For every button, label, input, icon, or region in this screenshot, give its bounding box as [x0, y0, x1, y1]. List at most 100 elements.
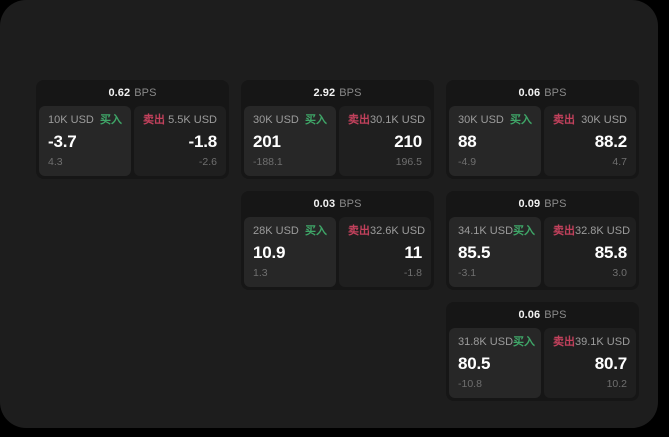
sell-side-header: 卖出 30K USD	[553, 114, 627, 127]
buy-side-header: 30K USD 买入	[458, 114, 532, 127]
quote-card[interactable]: 2.92 BPS 30K USD 买入 201 -188.1 卖出 30.1K USD 210 1…	[241, 80, 434, 179]
sell-quantity: 5.5K USD	[168, 114, 217, 126]
buy-side-header: 31.8K USD 买入	[458, 336, 536, 349]
quote-card[interactable]: 0.62 BPS 10K USD 买入 -3.7 4.3 卖出 5.5K USD -1.8 -2.…	[36, 80, 229, 179]
buy-delta: -10.8	[458, 378, 482, 390]
card-body: 10K USD 买入 -3.7 4.3 卖出 5.5K USD -1.8 -2.6	[36, 106, 229, 179]
sell-price: 80.7	[594, 353, 627, 373]
sell-price: 85.8	[594, 242, 627, 262]
card-body: 34.1K USD 买入 85.5 -3.1 卖出 32.8K USD 85.8 3.0	[446, 217, 639, 290]
sell-side-panel[interactable]: 卖出 32.8K USD 85.8 3.0	[544, 217, 636, 287]
sell-label: 卖出	[348, 225, 370, 237]
card-body: 31.8K USD 买入 80.5 -10.8 卖出 39.1K USD 80.7 10.2	[446, 328, 639, 401]
bps-value: 0.09	[518, 198, 541, 210]
card-column-1: 2.92 BPS 30K USD 买入 201 -188.1 卖出 30.1K USD 210 1…	[241, 80, 434, 302]
sell-side-header: 卖出 39.1K USD	[553, 336, 631, 349]
sell-delta: -2.6	[198, 156, 217, 168]
sell-quantity: 32.8K USD	[575, 225, 631, 237]
card-body: 30K USD 买入 201 -188.1 卖出 30.1K USD 210 196.5	[241, 106, 434, 179]
sell-side-panel[interactable]: 卖出 32.6K USD 11 -1.8	[339, 217, 431, 287]
buy-price: 88	[458, 131, 477, 151]
card-header-bps: 0.06 BPS	[446, 302, 639, 328]
sell-side-panel[interactable]: 卖出 30K USD 88.2 4.7	[544, 106, 636, 176]
app-container: 0.62 BPS 10K USD 买入 -3.7 4.3 卖出 5.5K USD -1.8 -2.…	[0, 0, 658, 428]
buy-side-panel[interactable]: 31.8K USD 买入 80.5 -10.8	[449, 328, 541, 398]
buy-side-panel[interactable]: 10K USD 买入 -3.7 4.3	[39, 106, 131, 176]
buy-price: -3.7	[48, 131, 77, 151]
buy-label: 买入	[305, 114, 327, 126]
card-header-bps: 0.03 BPS	[241, 191, 434, 217]
sell-side-panel[interactable]: 卖出 5.5K USD -1.8 -2.6	[134, 106, 226, 176]
bps-value: 0.62	[108, 87, 131, 99]
bps-unit-label: BPS	[544, 309, 567, 321]
bps-unit-label: BPS	[544, 87, 567, 99]
sell-price: 210	[394, 131, 422, 151]
buy-side-header: 34.1K USD 买入	[458, 225, 536, 238]
card-header-bps: 0.06 BPS	[446, 80, 639, 106]
sell-delta: 4.7	[612, 156, 627, 168]
buy-side-panel[interactable]: 28K USD 买入 10.9 1.3	[244, 217, 336, 287]
buy-quantity: 30K USD	[458, 114, 504, 126]
buy-delta: -3.1	[458, 267, 477, 279]
quote-card[interactable]: 0.09 BPS 34.1K USD 买入 85.5 -3.1 卖出 32.8K USD 85.…	[446, 191, 639, 290]
bps-unit-label: BPS	[134, 87, 157, 99]
buy-label: 买入	[510, 114, 532, 126]
sell-delta: -1.8	[403, 267, 422, 279]
sell-label: 卖出	[553, 225, 575, 237]
sell-quantity: 39.1K USD	[575, 336, 631, 348]
sell-side-header: 卖出 30.1K USD	[348, 114, 426, 127]
sell-delta: 196.5	[395, 156, 422, 168]
sell-side-header: 卖出 32.6K USD	[348, 225, 426, 238]
bps-unit-label: BPS	[544, 198, 567, 210]
bps-value: 0.06	[518, 87, 541, 99]
sell-price: -1.8	[188, 131, 218, 151]
quote-card[interactable]: 0.06 BPS 31.8K USD 买入 80.5 -10.8 卖出 39.1K USD 80…	[446, 302, 639, 401]
card-header-bps: 0.09 BPS	[446, 191, 639, 217]
card-column-2: 0.06 BPS 30K USD 买入 88 -4.9 卖出 30K USD 88.2 4.7 0.…	[446, 80, 639, 413]
buy-price: 201	[253, 131, 281, 151]
sell-label: 卖出	[553, 336, 575, 348]
buy-delta: 1.3	[253, 267, 268, 279]
sell-price: 88.2	[594, 131, 627, 151]
card-body: 30K USD 买入 88 -4.9 卖出 30K USD 88.2 4.7	[446, 106, 639, 179]
sell-label: 卖出	[348, 114, 370, 126]
buy-delta: -4.9	[458, 156, 477, 168]
sell-side-panel[interactable]: 卖出 30.1K USD 210 196.5	[339, 106, 431, 176]
sell-label: 卖出	[553, 114, 575, 126]
sell-delta: 3.0	[612, 267, 627, 279]
buy-side-header: 10K USD 买入	[48, 114, 122, 127]
card-header-bps: 0.62 BPS	[36, 80, 229, 106]
buy-price: 85.5	[458, 242, 491, 262]
quote-card[interactable]: 0.06 BPS 30K USD 买入 88 -4.9 卖出 30K USD 88.2 4.7	[446, 80, 639, 179]
sell-quantity: 32.6K USD	[370, 225, 426, 237]
buy-price: 80.5	[458, 353, 491, 373]
buy-quantity: 34.1K USD	[458, 225, 514, 237]
sell-side-header: 卖出 5.5K USD	[143, 114, 217, 127]
buy-side-header: 30K USD 买入	[253, 114, 327, 127]
sell-side-panel[interactable]: 卖出 39.1K USD 80.7 10.2	[544, 328, 636, 398]
buy-price: 10.9	[253, 242, 286, 262]
bps-value: 0.06	[518, 309, 541, 321]
buy-side-panel[interactable]: 30K USD 买入 88 -4.9	[449, 106, 541, 176]
sell-price: 11	[404, 242, 422, 262]
quote-card-board: 0.62 BPS 10K USD 买入 -3.7 4.3 卖出 5.5K USD -1.8 -2.…	[36, 80, 639, 401]
quote-card[interactable]: 0.03 BPS 28K USD 买入 10.9 1.3 卖出 32.6K USD 11 -1.8	[241, 191, 434, 290]
bps-unit-label: BPS	[339, 87, 362, 99]
buy-delta: -188.1	[253, 156, 283, 168]
buy-quantity: 28K USD	[253, 225, 299, 237]
sell-quantity: 30.1K USD	[370, 114, 426, 126]
sell-label: 卖出	[143, 114, 165, 126]
buy-label: 买入	[513, 336, 536, 348]
buy-label: 买入	[305, 225, 327, 237]
bps-value: 0.03	[313, 198, 336, 210]
buy-delta: 4.3	[48, 156, 63, 168]
buy-label: 买入	[513, 225, 536, 237]
buy-side-panel[interactable]: 34.1K USD 买入 85.5 -3.1	[449, 217, 541, 287]
buy-side-panel[interactable]: 30K USD 买入 201 -188.1	[244, 106, 336, 176]
sell-side-header: 卖出 32.8K USD	[553, 225, 631, 238]
buy-quantity: 31.8K USD	[458, 336, 514, 348]
buy-side-header: 28K USD 买入	[253, 225, 327, 238]
buy-quantity: 30K USD	[253, 114, 299, 126]
card-column-0: 0.62 BPS 10K USD 买入 -3.7 4.3 卖出 5.5K USD -1.8 -2.…	[36, 80, 229, 191]
bps-unit-label: BPS	[339, 198, 362, 210]
